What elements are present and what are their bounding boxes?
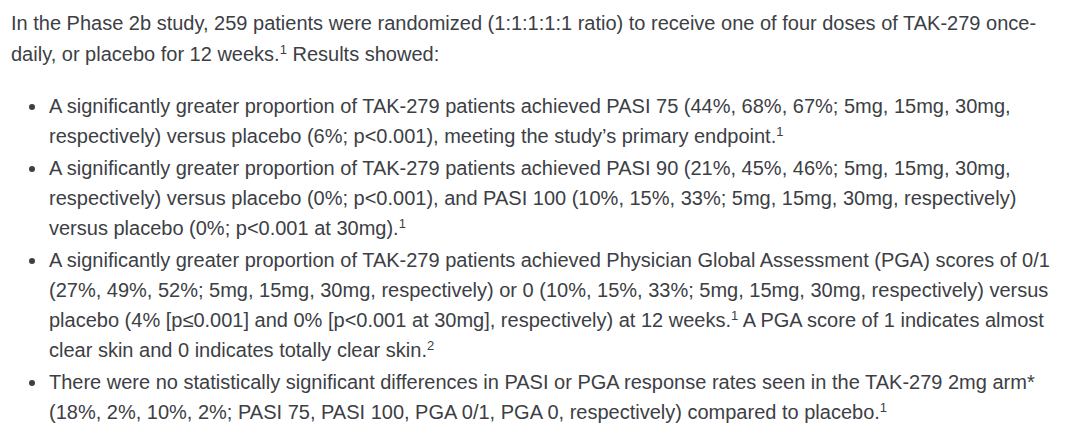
reference-superscript: 1 — [399, 216, 406, 231]
reference-superscript: 1 — [731, 308, 738, 323]
text-segment: Results showed: — [287, 43, 439, 65]
text-segment: A significantly greater proportion of TA… — [49, 95, 1011, 147]
reference-superscript: 1 — [776, 124, 783, 139]
result-bullet-item: A significantly greater proportion of TA… — [48, 91, 1058, 151]
text-segment: In the Phase 2b study, 259 patients were… — [11, 12, 1036, 65]
result-bullet-item: A significantly greater proportion of TA… — [48, 153, 1058, 243]
result-bullet-item: There were no statistically significant … — [48, 367, 1058, 424]
study-results-content: In the Phase 2b study, 259 patients were… — [0, 0, 1080, 424]
reference-superscript: 1 — [280, 42, 287, 57]
reference-superscript: 1 — [880, 400, 887, 415]
reference-superscript: 2 — [427, 338, 434, 353]
results-bullet-list: A significantly greater proportion of TA… — [11, 91, 1058, 424]
intro-paragraph: In the Phase 2b study, 259 patients were… — [11, 8, 1058, 70]
text-segment: There were no statistically significant … — [49, 371, 1035, 423]
text-segment: A significantly greater proportion of TA… — [49, 157, 1016, 239]
result-bullet-item: A significantly greater proportion of TA… — [48, 245, 1058, 365]
